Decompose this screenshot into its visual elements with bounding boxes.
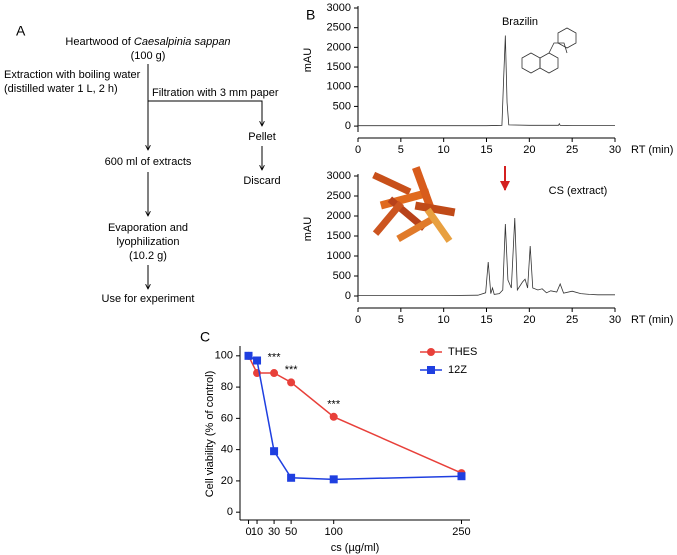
y-tick-label: 20: [221, 475, 233, 487]
x-tick-label: 20: [523, 314, 535, 326]
y-tick-label: 0: [227, 506, 233, 518]
y-tick-label: 1500: [327, 230, 351, 242]
chromatogram-line: [358, 217, 615, 296]
flow-node: (10.2 g): [129, 250, 167, 262]
y-tick-label: 2000: [327, 210, 351, 222]
flow-node: lyophilization: [117, 236, 180, 248]
x-tick-label: 50: [285, 526, 297, 538]
y-tick-label: 500: [333, 270, 351, 282]
chromatogram-line: [358, 35, 615, 127]
y-tick-label: 500: [333, 100, 351, 112]
y-tick-label: 2500: [327, 22, 351, 34]
series-line: [248, 355, 462, 481]
y-tick-label: 3000: [327, 2, 351, 14]
annotation: Brazilin: [502, 16, 538, 28]
x-tick-label: 20: [523, 144, 535, 156]
x-tick-label: 100: [325, 526, 343, 538]
x-tick-label: 10: [438, 144, 450, 156]
legend-marker: [427, 366, 435, 374]
point: [270, 447, 279, 456]
y-tick-label: 100: [215, 350, 233, 362]
y-tick-label: 3000: [327, 170, 351, 182]
legend-label: 12Z: [448, 364, 467, 376]
flow-node: Use for experiment: [102, 293, 195, 305]
significance-annotation: ***: [327, 399, 341, 411]
y-tick-label: 1000: [327, 250, 351, 262]
molecule-structure: [521, 27, 577, 74]
flow-step: (distilled water 1 L, 2 h): [4, 83, 118, 95]
x-tick-label: 30: [609, 144, 621, 156]
y-tick-label: 1000: [327, 81, 351, 93]
x-axis-label: RT (min): [631, 144, 673, 156]
flow-node: Pellet: [248, 131, 276, 143]
y-tick-label: 0: [345, 120, 351, 132]
x-tick-label: 25: [566, 314, 578, 326]
point: [270, 369, 279, 378]
x-tick-label: 10: [251, 526, 263, 538]
y-tick-label: 1500: [327, 61, 351, 73]
y-tick-label: 2500: [327, 190, 351, 202]
y-tick-label: 80: [221, 381, 233, 393]
wood-chips-image: [372, 166, 456, 243]
panel-label: B: [306, 7, 315, 23]
legend-marker: [427, 348, 435, 356]
flow-node: Heartwood of Caesalpinia sappan: [65, 36, 230, 48]
point: [287, 473, 296, 482]
y-axis-label: mAU: [302, 48, 314, 73]
point: [329, 475, 338, 484]
point: [329, 412, 338, 421]
x-tick-label: 0: [245, 526, 251, 538]
flow-node: Discard: [243, 175, 280, 187]
x-tick-label: 15: [480, 144, 492, 156]
point: [253, 356, 262, 365]
x-axis-label: RT (min): [631, 314, 673, 326]
x-tick-label: 5: [398, 314, 404, 326]
x-tick-label: 15: [480, 314, 492, 326]
x-tick-label: 250: [452, 526, 470, 538]
x-tick-label: 0: [355, 314, 361, 326]
y-tick-label: 60: [221, 412, 233, 424]
flow-node: (100 g): [131, 50, 166, 62]
y-axis-label: Cell viability (% of control): [204, 371, 216, 498]
legend-label: THES: [448, 346, 477, 358]
flow-node: 600 ml of extracts: [105, 156, 192, 168]
y-tick-label: 0: [345, 290, 351, 302]
arrow: [148, 100, 262, 126]
point: [457, 472, 466, 481]
x-tick-label: 10: [438, 314, 450, 326]
y-tick-label: 40: [221, 444, 233, 456]
x-tick-label: 30: [609, 314, 621, 326]
x-tick-label: 25: [566, 144, 578, 156]
flow-step: Extraction with boiling water: [4, 69, 141, 81]
annotation: CS (extract): [549, 185, 608, 197]
panel-label: C: [200, 329, 210, 345]
x-tick-label: 5: [398, 144, 404, 156]
point: [287, 378, 296, 387]
y-tick-label: 2000: [327, 41, 351, 53]
x-tick-label: 30: [268, 526, 280, 538]
flow-step: Filtration with 3 mm paper: [152, 87, 279, 99]
y-axis-label: mAU: [302, 217, 314, 242]
x-axis-label: cs (µg/ml): [331, 542, 380, 554]
panel-label: A: [16, 23, 26, 39]
significance-annotation: ***: [285, 364, 299, 376]
x-tick-label: 0: [355, 144, 361, 156]
flow-node: Evaporation and: [108, 222, 188, 234]
significance-annotation: ***: [268, 352, 282, 364]
point: [244, 351, 253, 360]
